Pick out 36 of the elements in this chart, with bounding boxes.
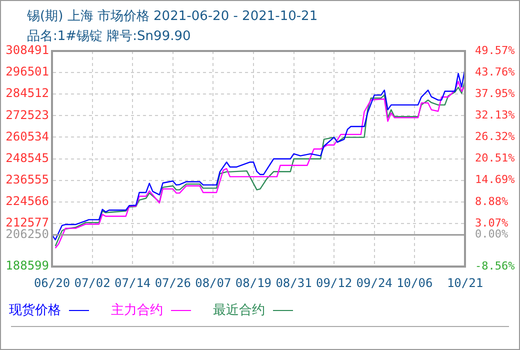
y2-tick-label: 20.51% bbox=[475, 152, 516, 165]
y2-tick-label: 0.00% bbox=[475, 228, 508, 241]
y2-tick-label: 32.13% bbox=[475, 108, 516, 122]
chart-subtitle: 品名:1#锡锭 牌号:Sn99.90 bbox=[27, 28, 191, 45]
y-tick-label: 188599 bbox=[6, 258, 49, 273]
legend-label: 最近合约 bbox=[213, 303, 265, 318]
y-tick-label: 284512 bbox=[6, 86, 49, 100]
y-tick-label: 260534 bbox=[6, 129, 49, 144]
x-tick-label: 09/12 bbox=[316, 276, 352, 290]
x-tick-label: 07/14 bbox=[114, 276, 151, 290]
x-tick-label: 08/19 bbox=[235, 276, 272, 290]
x-tick-label: 08/31 bbox=[276, 276, 312, 290]
y2-tick-label: 3.07% bbox=[475, 216, 508, 230]
chart-title: 锡(期) 上海 市场价格 2021-06-20 - 2021-10-21 bbox=[27, 8, 318, 25]
x-tick-label: 09/24 bbox=[356, 276, 392, 290]
legend-label: 主力合约 bbox=[111, 303, 163, 318]
y2-tick-label: 14.69% bbox=[475, 173, 516, 186]
y2-tick-label: 26.32% bbox=[475, 130, 516, 144]
x-tick-label: 08/07 bbox=[195, 276, 232, 290]
x-tick-label: 10/21 bbox=[446, 276, 484, 290]
y-tick-label: 248545 bbox=[6, 150, 49, 165]
y-tick-label: 308491 bbox=[6, 43, 49, 58]
y2-tick-label: -8.56% bbox=[475, 259, 516, 272]
x-tick-label: 07/26 bbox=[154, 276, 191, 290]
x-tick-label: 06/20 bbox=[34, 276, 70, 290]
y-tick-label: 272523 bbox=[6, 108, 49, 122]
y-tick-label: 224566 bbox=[6, 194, 49, 208]
y2-tick-label: 8.88% bbox=[475, 194, 508, 208]
legend-label: 现货价格 bbox=[9, 303, 61, 318]
y2-tick-label: 37.95% bbox=[475, 86, 516, 100]
x-tick-label: 10/06 bbox=[396, 276, 433, 290]
y-tick-label: 236555 bbox=[6, 172, 49, 186]
y2-tick-label: 43.76% bbox=[475, 65, 516, 78]
y2-tick-label: 49.57% bbox=[475, 44, 516, 57]
y-tick-label: 296501 bbox=[6, 64, 49, 79]
x-tick-label: 07/02 bbox=[74, 276, 110, 290]
